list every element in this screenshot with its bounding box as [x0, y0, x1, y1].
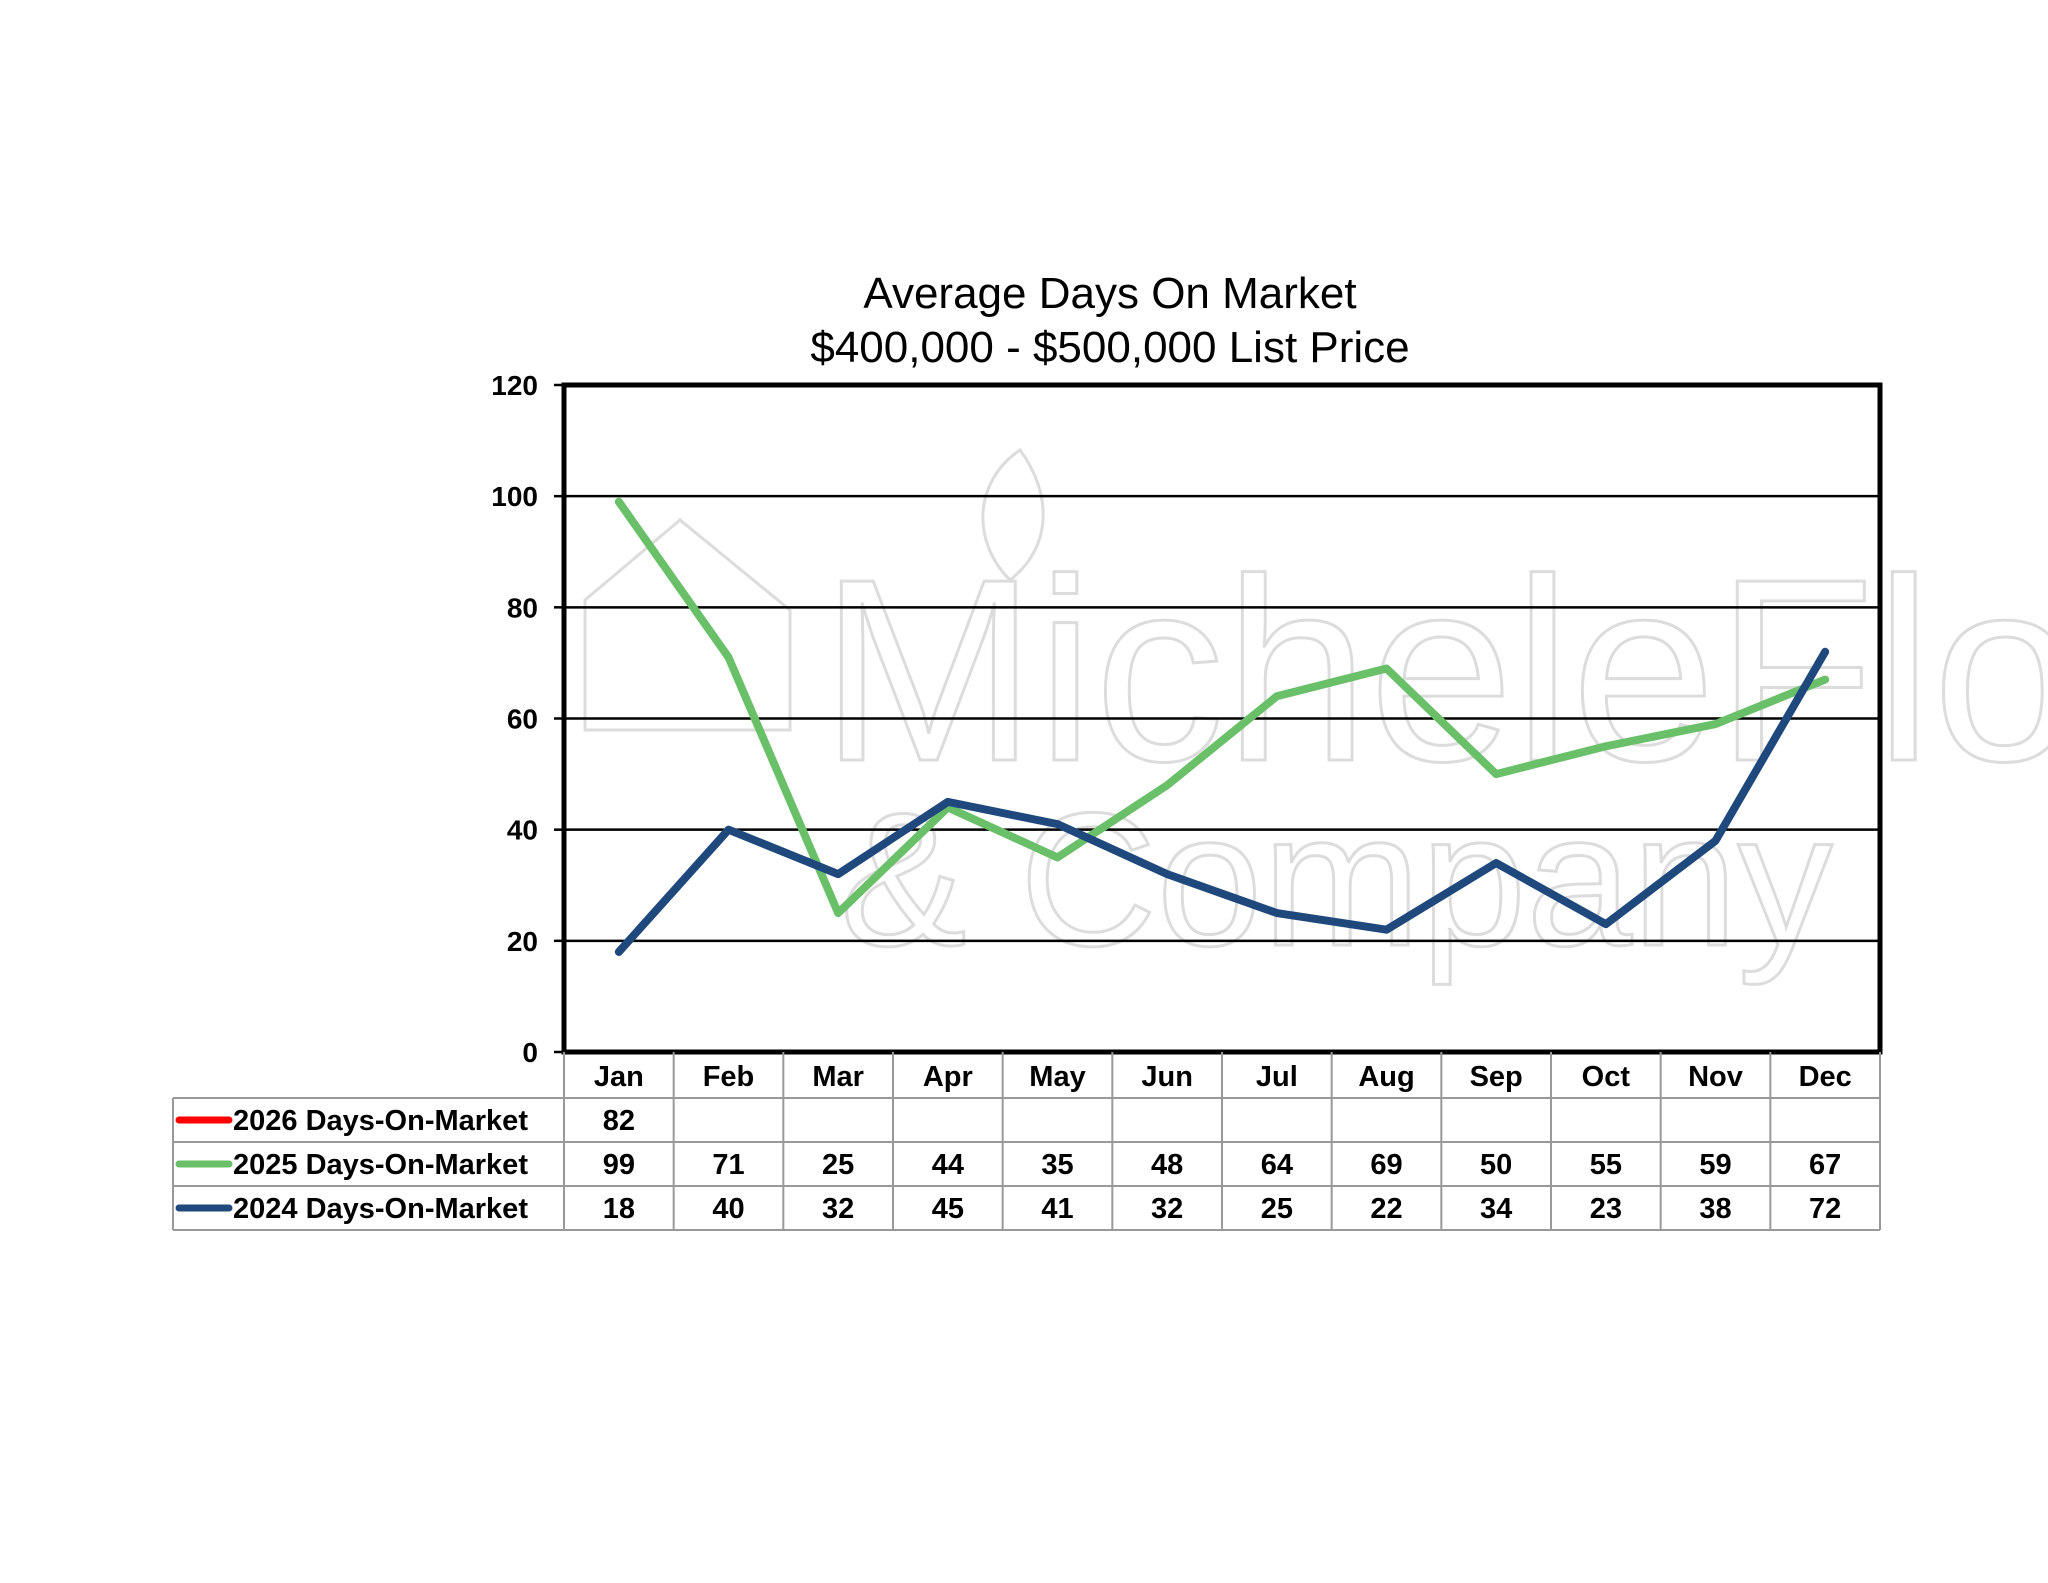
- table-value: 44: [932, 1149, 964, 1181]
- table-value: 71: [712, 1149, 744, 1181]
- chart-subtitle: $400,000 - $500,000 List Price: [810, 323, 1409, 372]
- table-value: 18: [603, 1193, 635, 1225]
- table-value: 99: [603, 1149, 635, 1181]
- table-value: 38: [1699, 1193, 1731, 1225]
- watermark-line2: & Company: [840, 774, 1833, 986]
- table-value: 32: [822, 1193, 854, 1225]
- x-category-label: Jan: [594, 1061, 644, 1093]
- table-value: 34: [1480, 1193, 1512, 1225]
- x-category-label: Aug: [1358, 1061, 1414, 1093]
- x-category-label: Jul: [1256, 1061, 1298, 1093]
- y-tick-label-60: 60: [507, 704, 538, 735]
- table-value: 64: [1261, 1149, 1293, 1181]
- table-value: 22: [1370, 1193, 1402, 1225]
- table-value: 32: [1151, 1193, 1183, 1225]
- watermark: MicheleFlory & Company: [583, 447, 2048, 988]
- y-tick-label-20: 20: [507, 926, 538, 957]
- y-tick-label-40: 40: [507, 815, 538, 846]
- table-value: 72: [1809, 1193, 1841, 1225]
- table-value: 23: [1590, 1193, 1622, 1225]
- x-category-label: Feb: [703, 1061, 755, 1093]
- legend-label: 2024 Days-On-Market: [233, 1193, 528, 1225]
- y-tick-label-0: 0: [522, 1037, 538, 1068]
- table-value: 59: [1699, 1149, 1731, 1181]
- table-value: 41: [1041, 1193, 1073, 1225]
- x-category-label: Mar: [812, 1061, 864, 1093]
- legend-label: 2025 Days-On-Market: [233, 1149, 528, 1181]
- series-lines: [614, 497, 1830, 956]
- chart-title: Average Days On Market: [863, 269, 1356, 318]
- table-value: 67: [1809, 1149, 1841, 1181]
- table-value: 82: [603, 1105, 635, 1137]
- watermark-line1: MicheleFlory: [820, 526, 2048, 817]
- x-category-label: Apr: [923, 1061, 973, 1093]
- table-value: 40: [712, 1193, 744, 1225]
- table-value: 55: [1590, 1149, 1622, 1181]
- table-value: 48: [1151, 1149, 1183, 1181]
- x-category-label: Dec: [1799, 1061, 1852, 1093]
- x-category-label: Jun: [1141, 1061, 1193, 1093]
- gridlines: [564, 494, 1880, 943]
- y-axis-ticks: 0 20 40 60 80 100 120: [491, 370, 564, 1068]
- series-line-2024: [614, 647, 1830, 956]
- table-value: 35: [1041, 1149, 1073, 1181]
- x-category-label: Sep: [1470, 1061, 1523, 1093]
- watermark-house-icon: [583, 518, 792, 732]
- watermark-leaf-icon: [981, 447, 1045, 582]
- x-category-label: Nov: [1688, 1061, 1743, 1093]
- x-category-label: Oct: [1582, 1061, 1631, 1093]
- table-value: 25: [1261, 1193, 1293, 1225]
- x-category-label: May: [1029, 1061, 1085, 1093]
- data-table: Jan Feb Mar Apr May Jun Jul Aug Sep Oct Nov Dec 2026…: [172, 1052, 1881, 1231]
- table-value: 50: [1480, 1149, 1512, 1181]
- y-tick-label-80: 80: [507, 592, 538, 623]
- table-value: 69: [1370, 1149, 1402, 1181]
- y-tick-label-100: 100: [491, 481, 538, 512]
- y-tick-label-120: 120: [491, 370, 538, 401]
- legend-label: 2026 Days-On-Market: [233, 1105, 528, 1137]
- table-value: 45: [932, 1193, 964, 1225]
- table-value: 25: [822, 1149, 854, 1181]
